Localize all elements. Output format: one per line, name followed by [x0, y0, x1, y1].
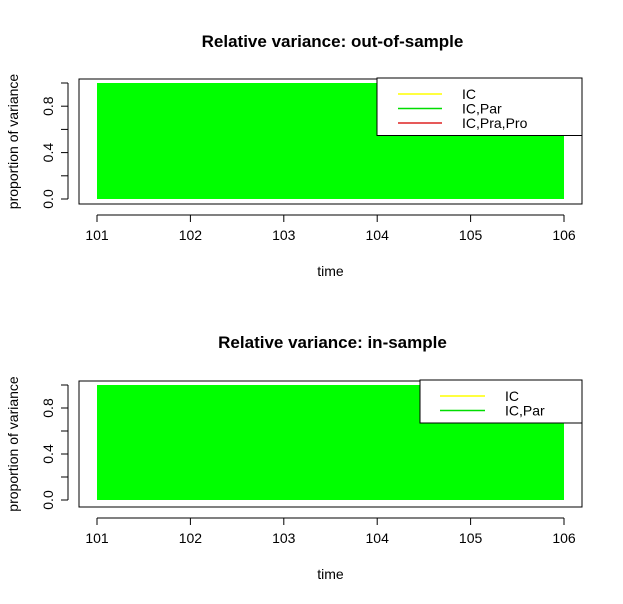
panel1-legend-box: [376, 77, 583, 136]
panel1-legend-label: IC,Par: [462, 101, 502, 117]
panel1-x-axis-label: time: [317, 263, 344, 279]
panel2-legend-box: [419, 379, 583, 424]
panel2-x-tick-label: 104: [366, 530, 390, 546]
panel1-y-tick-label: 0.8: [40, 96, 56, 116]
panel1-x-tick-label: 103: [272, 227, 296, 243]
panel2-y-tick-label: 0.4: [40, 444, 56, 464]
panel1-legend-label: IC,Pra,Pro: [462, 115, 528, 131]
panel2-y-tick-label: 0.0: [40, 490, 56, 510]
panel2-x-tick-label: 105: [459, 530, 483, 546]
panel2-chart-title: Relative variance: in-sample: [218, 333, 447, 352]
panel1-x-tick-label: 104: [366, 227, 390, 243]
panel1-x-tick-label: 106: [552, 227, 576, 243]
panel1-x-tick-label: 105: [459, 227, 483, 243]
panel1-x-tick-label: 102: [179, 227, 203, 243]
panel2-y-axis-label: proportion of variance: [5, 376, 21, 512]
panel1-legend-label: IC: [462, 86, 476, 102]
panel2-legend-label: IC: [505, 388, 519, 404]
panel2-x-tick-label: 102: [179, 530, 203, 546]
panel1-y-axis-label: proportion of variance: [5, 74, 21, 210]
panel1-y-tick-label: 0.4: [40, 143, 56, 163]
panel1-chart-title: Relative variance: out-of-sample: [202, 32, 464, 51]
panel2-legend-label: IC,Par: [505, 403, 545, 419]
panel1-y-tick-label: 0.0: [40, 189, 56, 209]
panel1-x-tick-label: 101: [85, 227, 109, 243]
panel1-plot-frame: [78, 78, 583, 205]
panel2-x-tick-label: 103: [272, 530, 296, 546]
panel2-plot-frame: [78, 380, 583, 508]
panel2-y-tick-label: 0.8: [40, 398, 56, 418]
panel2-x-axis-label: time: [317, 566, 344, 582]
panel2-x-tick-label: 106: [552, 530, 576, 546]
panel2-x-tick-label: 101: [85, 530, 109, 546]
